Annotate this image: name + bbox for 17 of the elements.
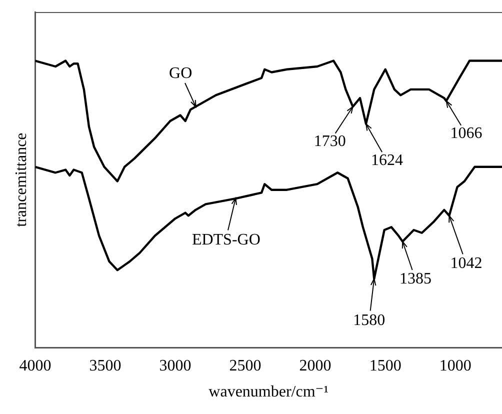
x-tick-label: 1000 <box>439 357 472 374</box>
annotation: 1042 <box>450 254 482 272</box>
x-axis-title: wavenumber/cm⁻¹ <box>208 384 329 401</box>
y-axis-title: trancemittance <box>12 132 30 227</box>
x-tick-label: 3000 <box>159 357 192 374</box>
annotation: 1385 <box>400 270 432 288</box>
annotation: 1580 <box>353 312 386 329</box>
x-tick-label: 3500 <box>89 357 122 374</box>
series-label: GO <box>169 64 192 82</box>
x-tick-label: 2000 <box>299 357 332 374</box>
legend-label: EDTS-GO <box>192 232 260 249</box>
x-tick-label: 4000 <box>19 357 52 374</box>
x-tick-label: 1500 <box>369 357 402 374</box>
annotation: 1730 <box>314 132 346 150</box>
x-tick-label: 2500 <box>229 357 262 374</box>
annotation: 1624 <box>371 152 404 170</box>
annotation: 1066 <box>450 125 482 142</box>
